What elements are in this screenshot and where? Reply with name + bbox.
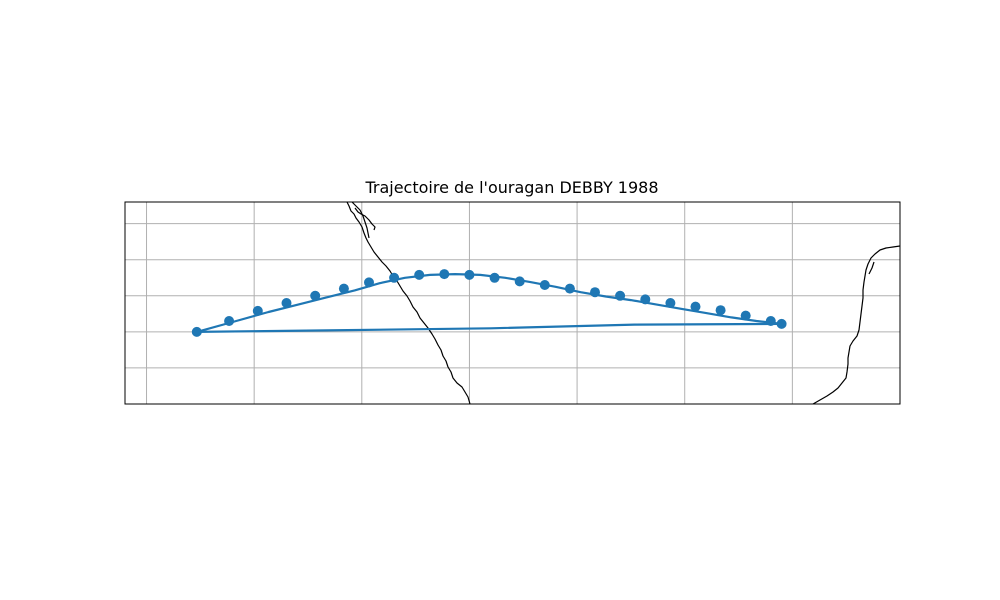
track-point-5 [338, 283, 349, 294]
track-point-7 [389, 272, 400, 283]
track-point-3 [281, 298, 292, 308]
track-point-12 [514, 276, 525, 287]
coastline-spit [351, 202, 370, 239]
track-point-19 [690, 301, 701, 312]
coastline-gulf-west [346, 202, 471, 404]
track-point-6 [364, 277, 374, 288]
track-point-13 [539, 280, 550, 290]
track-point-11 [489, 272, 500, 283]
track-point-22 [765, 316, 776, 326]
track-point-1 [224, 316, 235, 326]
track-point-8 [414, 269, 425, 280]
track-point-14 [564, 283, 575, 294]
track-point-10 [464, 269, 475, 280]
track-point-4 [310, 290, 321, 301]
track-point-15 [590, 287, 600, 298]
track-point-18 [665, 298, 676, 308]
track-point-2 [252, 305, 263, 316]
map-axes [124, 201, 901, 405]
track-line-return [195, 322, 783, 333]
track-point-20 [715, 305, 726, 316]
track-point-21 [740, 310, 751, 321]
track-point-0 [191, 326, 202, 337]
track-point-9 [439, 269, 450, 280]
map-frame [124, 201, 901, 405]
coastline-islet [868, 261, 875, 275]
coastline-inlet [354, 207, 376, 231]
track-point-17 [640, 294, 651, 305]
coastline-yucatan-east [812, 245, 900, 404]
hurricane-track [191, 269, 787, 337]
track-point-23 [776, 318, 787, 329]
coastlines [346, 202, 900, 404]
chart-title: Trajectoire de l'ouragan DEBBY 1988 [364, 178, 658, 197]
gridlines [125, 202, 900, 404]
track-point-16 [615, 290, 626, 301]
